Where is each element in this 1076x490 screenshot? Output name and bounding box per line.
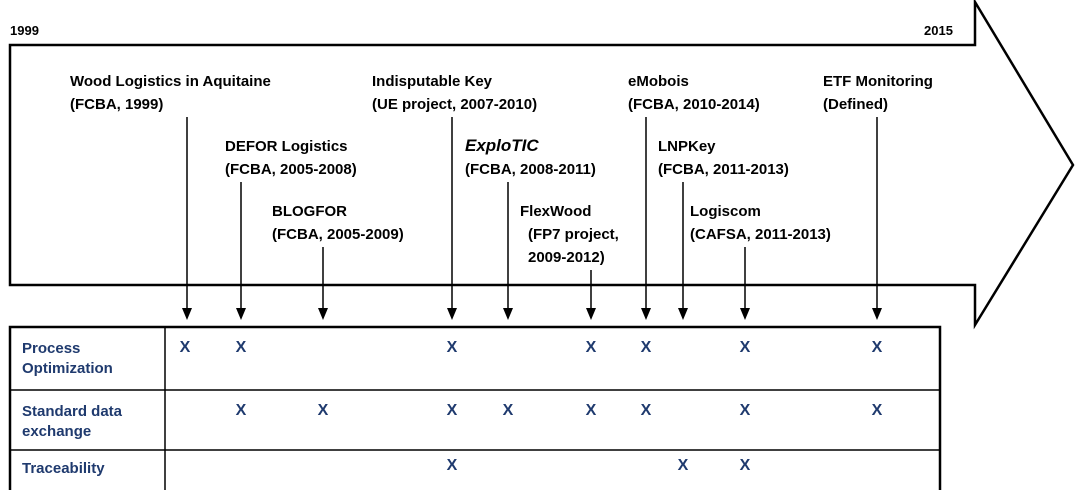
project-label: Indisputable Key: [372, 73, 493, 90]
project-label: (FCBA, 1999): [70, 96, 163, 113]
cell-mark: X: [641, 402, 652, 419]
project-label: (UE project, 2007-2010): [372, 96, 537, 113]
cell-mark: X: [447, 457, 458, 474]
cell-mark: X: [447, 339, 458, 356]
cell-mark: X: [740, 339, 751, 356]
project-label: (FP7 project,: [528, 226, 619, 243]
arrow-head: [318, 308, 328, 320]
cell-mark: X: [872, 339, 883, 356]
project-label: (FCBA, 2008-2011): [465, 161, 596, 178]
cell-mark: X: [740, 402, 751, 419]
cell-mark: X: [678, 457, 689, 474]
arrow-head: [678, 308, 688, 320]
row-label: Optimization: [22, 360, 113, 377]
project-label: (FCBA, 2005-2008): [225, 161, 357, 178]
project-label: ETF Monitoring: [823, 73, 933, 90]
cell-mark: X: [236, 402, 247, 419]
timeline-arrow: [8, 0, 1075, 330]
project-label: (CAFSA, 2011-2013): [690, 226, 831, 243]
project-label: (FCBA, 2011-2013): [658, 161, 789, 178]
start-year: 1999: [10, 23, 39, 38]
project-label: eMobois: [628, 73, 689, 90]
arrow-head: [503, 308, 513, 320]
end-year: 2015: [924, 23, 953, 38]
cell-mark: X: [872, 402, 883, 419]
project-label: (FCBA, 2010-2014): [628, 96, 760, 113]
cell-mark: X: [447, 402, 458, 419]
cell-mark: X: [503, 402, 514, 419]
arrow-head: [236, 308, 246, 320]
row-label: Process: [22, 340, 80, 357]
project-label: FlexWood: [520, 203, 591, 220]
arrow-head: [447, 308, 457, 320]
cell-mark: X: [236, 339, 247, 356]
project-label: BLOGFOR: [272, 203, 347, 220]
project-label: LNPKey: [658, 138, 716, 155]
cell-mark: X: [180, 339, 191, 356]
row-label: exchange: [22, 423, 91, 440]
project-label: (Defined): [823, 96, 888, 113]
project-label: DEFOR Logistics: [225, 138, 348, 155]
table-frame: [8, 325, 942, 490]
project-label: Logiscom: [690, 203, 761, 220]
arrow-head: [872, 308, 882, 320]
arrow-head: [641, 308, 651, 320]
project-label: (FCBA, 2005-2009): [272, 226, 404, 243]
row-label: Standard data: [22, 403, 123, 420]
row-label: Traceability: [22, 460, 105, 477]
project-label: ExploTIC: [465, 136, 539, 155]
arrow-head: [586, 308, 596, 320]
arrow-head: [740, 308, 750, 320]
cell-mark: X: [318, 402, 329, 419]
cell-mark: X: [586, 339, 597, 356]
cell-mark: X: [641, 339, 652, 356]
project-label: Wood Logistics in Aquitaine: [70, 73, 271, 90]
arrow-head: [182, 308, 192, 320]
cell-mark: X: [740, 457, 751, 474]
cell-mark: X: [586, 402, 597, 419]
project-label: 2009-2012): [528, 249, 605, 266]
